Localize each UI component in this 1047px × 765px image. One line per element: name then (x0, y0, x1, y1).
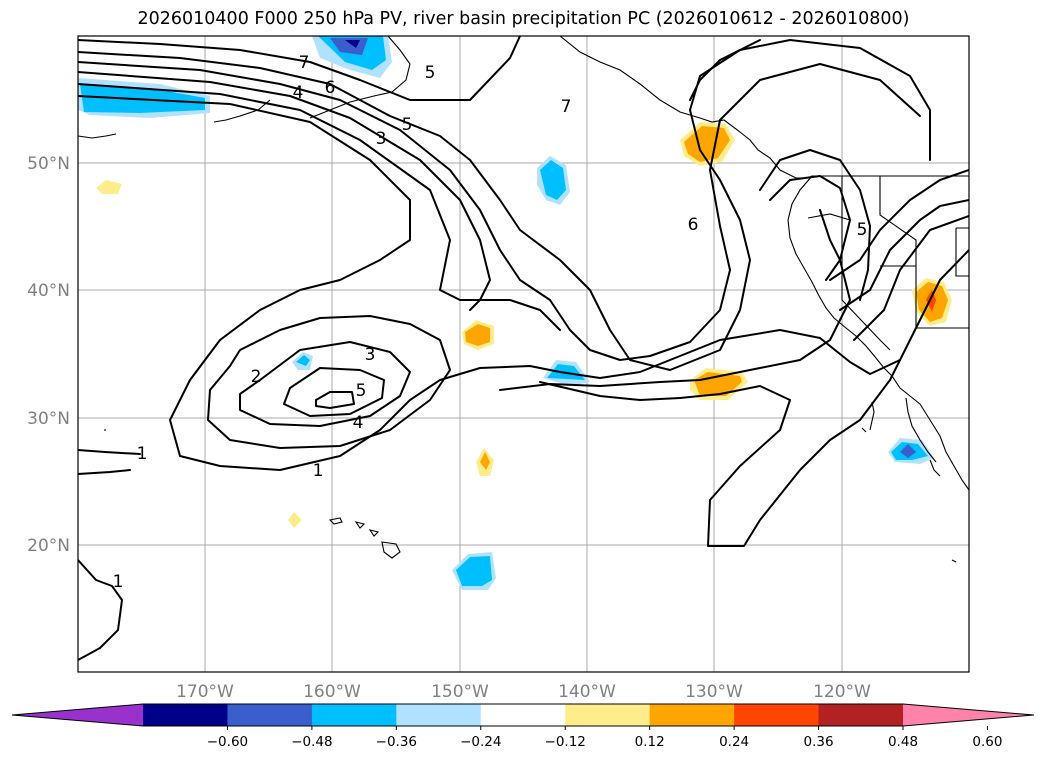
colorbar: −0.60 −0.48 −0.36 −0.24 −0.12 0.12 0.24 0.36 0.4… (11, 703, 1035, 750)
lon-label: 160°W (303, 682, 361, 702)
lon-label: 130°W (685, 682, 743, 702)
contour-label: 6 (688, 215, 699, 235)
map-title: 2026010400 F000 250 hPa PV, river basin … (137, 9, 910, 29)
colorbar-outline (11, 703, 1035, 727)
colorbar-min-arrow (12, 704, 143, 726)
contour-label: 1 (113, 572, 124, 592)
colorbar-segment (734, 704, 820, 726)
coastlines (78, 36, 969, 563)
colorbar-tick-label: −0.12 (545, 734, 586, 750)
contour-label: 1 (137, 444, 148, 464)
contour-label: 3 (376, 129, 387, 149)
lon-label: 150°W (431, 682, 489, 702)
colorbar-tick-label: −0.48 (291, 734, 332, 750)
contour-label: 7 (561, 97, 572, 117)
lat-labels: 50°N 40°N 30°N 20°N (27, 154, 70, 556)
colorbar-segment (396, 704, 482, 726)
pv-contours (78, 36, 969, 661)
lat-label: 20°N (27, 536, 70, 556)
contour-label: 3 (365, 345, 376, 365)
lon-label: 140°W (558, 682, 616, 702)
lon-label: 120°W (813, 682, 871, 702)
colorbar-tick-label: 0.12 (635, 734, 665, 750)
positive-patch-small-2 (96, 180, 122, 194)
contour-label: 4 (293, 83, 304, 103)
lat-label: 30°N (27, 409, 70, 429)
contour-label: 5 (402, 115, 413, 135)
contour-label: 6 (325, 78, 336, 98)
colorbar-tick-label: −0.36 (376, 734, 417, 750)
lat-label: 50°N (27, 154, 70, 174)
contour-label: 7 (299, 53, 310, 73)
contour-label: 2 (251, 367, 262, 387)
contour-labels: 7 6 5 4 3 5 7 6 5 3 2 5 4 1 1 1 (113, 53, 868, 592)
map-area (78, 36, 969, 672)
contour-label: 5 (425, 63, 436, 83)
colorbar-max-arrow (903, 704, 1034, 726)
contour-label: 1 (313, 461, 324, 481)
lat-label: 40°N (27, 281, 70, 301)
contour-label: 5 (857, 220, 868, 240)
colorbar-tick-label: −0.60 (207, 734, 248, 750)
map-frame (77, 35, 970, 673)
contour-label: 5 (356, 381, 367, 401)
precip-shading (78, 36, 952, 590)
colorbar-segment (227, 704, 313, 726)
colorbar-segment (143, 704, 228, 726)
colorbar-segment (565, 704, 651, 726)
colorbar-tick-label: −0.24 (460, 734, 501, 750)
colorbar-segment (649, 704, 735, 726)
colorbar-tick-label: 0.48 (888, 734, 918, 750)
lon-label: 170°W (176, 682, 234, 702)
colorbar-segment (311, 704, 397, 726)
colorbar-tick-label: 0.36 (804, 734, 834, 750)
lon-labels: 170°W 160°W 150°W 140°W 130°W 120°W (176, 682, 871, 702)
colorbar-tick-label: 0.60 (972, 734, 1002, 750)
colorbar-segment (818, 704, 904, 726)
colorbar-segment (480, 704, 566, 726)
contour-label: 4 (353, 413, 364, 433)
colorbar-tick-label: 0.24 (719, 734, 749, 750)
